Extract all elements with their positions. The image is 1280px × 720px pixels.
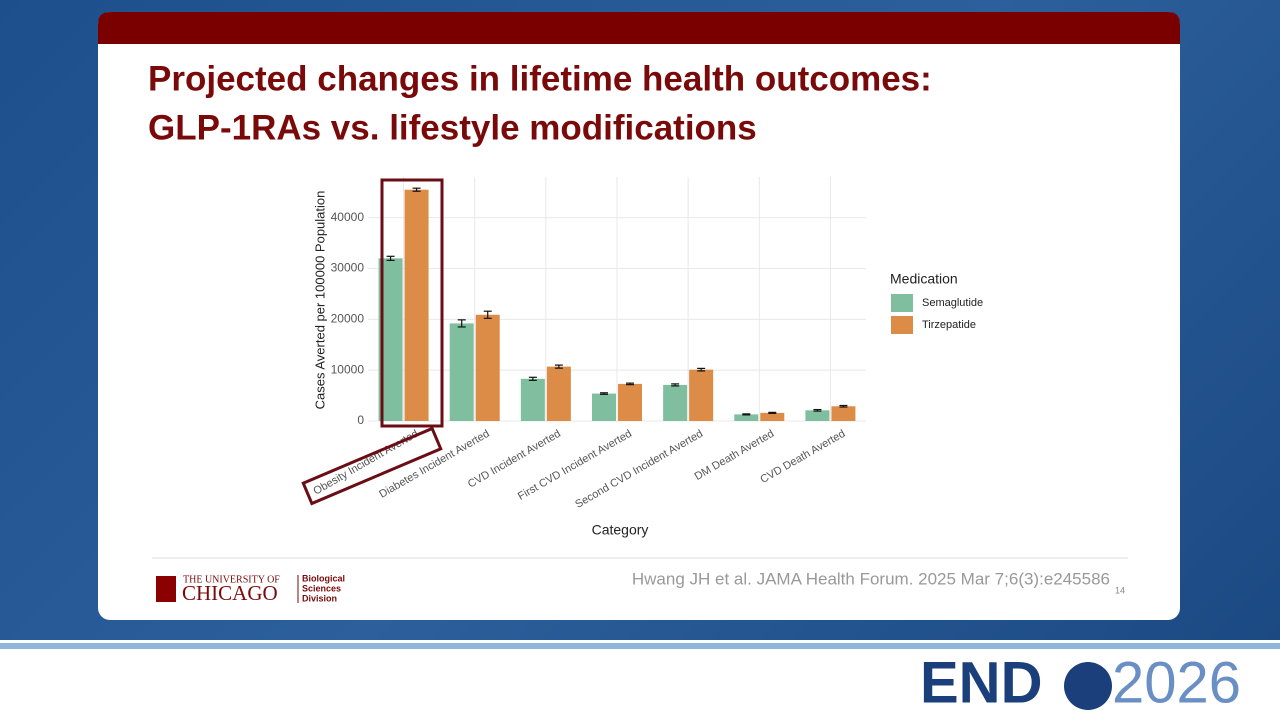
legend-swatch bbox=[891, 294, 913, 312]
error-bar bbox=[839, 404, 848, 408]
error-bar bbox=[813, 408, 822, 412]
slide-title: GLP-1RAs vs. lifestyle modifications bbox=[148, 108, 757, 147]
citation: Hwang JH et al. JAMA Health Forum. 2025 … bbox=[632, 569, 1110, 588]
error-bar bbox=[742, 413, 751, 416]
bar bbox=[689, 369, 714, 421]
error-bar bbox=[768, 411, 777, 414]
error-bar bbox=[412, 187, 421, 192]
bar bbox=[449, 323, 474, 421]
bar bbox=[663, 384, 688, 421]
bar bbox=[734, 414, 759, 421]
y-axis-label: Cases Averted per 100000 Population bbox=[312, 191, 327, 410]
error-bar bbox=[457, 319, 466, 328]
logo-text: Division bbox=[302, 593, 337, 603]
x-axis-label: Category bbox=[592, 522, 649, 538]
legend-label: Tirzepatide bbox=[922, 319, 976, 331]
bar bbox=[831, 406, 856, 421]
bottom-stripe bbox=[0, 643, 1280, 649]
error-bar bbox=[554, 364, 563, 369]
event-logo: END bbox=[920, 650, 1042, 715]
bar bbox=[520, 378, 545, 421]
event-logo: 2026 bbox=[1112, 650, 1241, 715]
bar bbox=[805, 410, 830, 421]
y-tick-label: 0 bbox=[357, 413, 364, 427]
logo-text: CHICAGO bbox=[182, 581, 278, 605]
y-tick-label: 30000 bbox=[331, 261, 365, 275]
slide-title: Projected changes in lifetime health out… bbox=[148, 59, 932, 98]
error-bar bbox=[697, 367, 706, 372]
legend-title: Medication bbox=[890, 271, 958, 287]
highlight-box bbox=[301, 426, 443, 506]
error-bar bbox=[671, 383, 680, 387]
error-bar bbox=[386, 255, 395, 261]
logo-text: Sciences bbox=[302, 583, 341, 593]
bar bbox=[760, 412, 785, 421]
legend-label: Semaglutide bbox=[922, 297, 983, 309]
error-bar bbox=[528, 376, 537, 381]
logo-text: THE UNIVERSITY OF bbox=[183, 574, 280, 585]
y-tick-label: 10000 bbox=[331, 362, 365, 376]
error-bar bbox=[626, 382, 634, 386]
event-logo-globe bbox=[1064, 662, 1112, 710]
error-bar bbox=[600, 392, 608, 395]
bar bbox=[475, 314, 500, 421]
legend-swatch bbox=[891, 316, 913, 334]
highlight-box bbox=[380, 178, 444, 428]
bar bbox=[618, 383, 642, 421]
top-bar bbox=[98, 12, 1180, 44]
logo-text: Biological bbox=[302, 573, 345, 583]
bar bbox=[404, 189, 429, 421]
error-bar bbox=[483, 310, 492, 319]
y-tick-label: 20000 bbox=[331, 312, 365, 326]
y-tick-label: 40000 bbox=[331, 210, 365, 224]
bar bbox=[592, 393, 616, 421]
bar bbox=[546, 366, 571, 421]
page-number: 14 bbox=[1115, 585, 1125, 595]
logo-shield bbox=[156, 576, 176, 602]
